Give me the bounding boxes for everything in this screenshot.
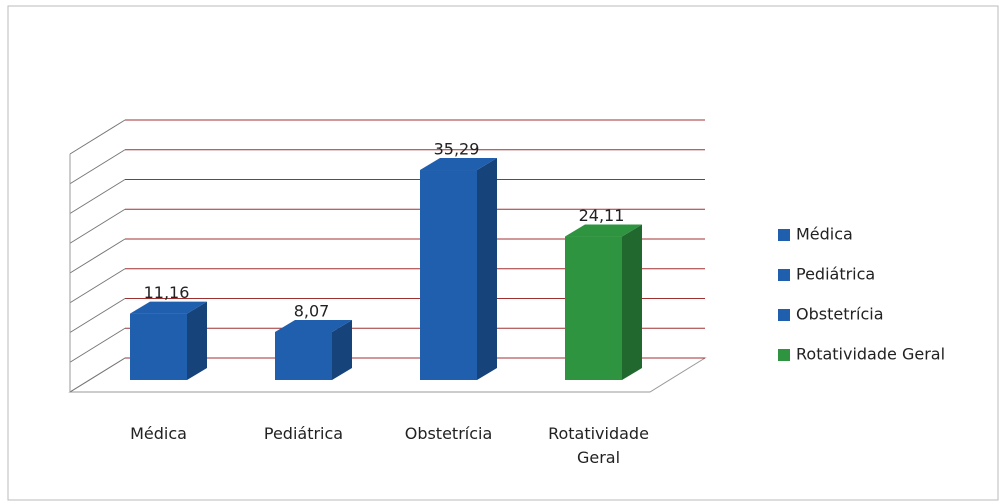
x-tick-label: Rotatividade Geral [548, 424, 649, 467]
legend-label: Rotatividade Geral [796, 345, 945, 364]
side-grid-line [69, 208, 126, 244]
value-label: 35,29 [434, 140, 480, 159]
bar-top [275, 319, 352, 332]
legend-label: Médica [796, 225, 853, 244]
legend-swatch [778, 269, 790, 281]
bar [275, 331, 332, 380]
bar [565, 236, 622, 380]
value-label: 24,11 [579, 206, 625, 225]
x-tick-label: Pediátrica [263, 424, 344, 443]
value-label: 8,07 [294, 301, 330, 320]
bar-side [332, 319, 352, 380]
legend-swatch [778, 349, 790, 361]
side-grid-line [69, 327, 126, 363]
side-grid-line [69, 357, 126, 393]
bar [420, 170, 477, 380]
frame [7, 5, 999, 501]
x-tick-label: Médica [130, 424, 187, 443]
legend-swatch [778, 309, 790, 321]
bar-top [420, 158, 497, 171]
bar-side [187, 301, 207, 380]
side-grid-line [69, 119, 126, 155]
side-grid-line [69, 268, 126, 304]
side-grid-line [69, 179, 126, 214]
bar-top [130, 301, 207, 314]
bar-top [565, 224, 642, 237]
bar [130, 313, 187, 380]
legend-swatch [778, 229, 790, 241]
value-label: 11,16 [144, 283, 190, 302]
side-grid-line [69, 238, 126, 274]
side-grid-line [69, 298, 126, 333]
x-tick-label: Obstetrícia [404, 424, 493, 443]
bar-side [622, 224, 642, 380]
bar-side [477, 158, 497, 380]
legend-label: Pediátrica [796, 265, 875, 284]
side-grid-line [69, 149, 126, 185]
legend-label: Obstetrícia [796, 305, 884, 324]
